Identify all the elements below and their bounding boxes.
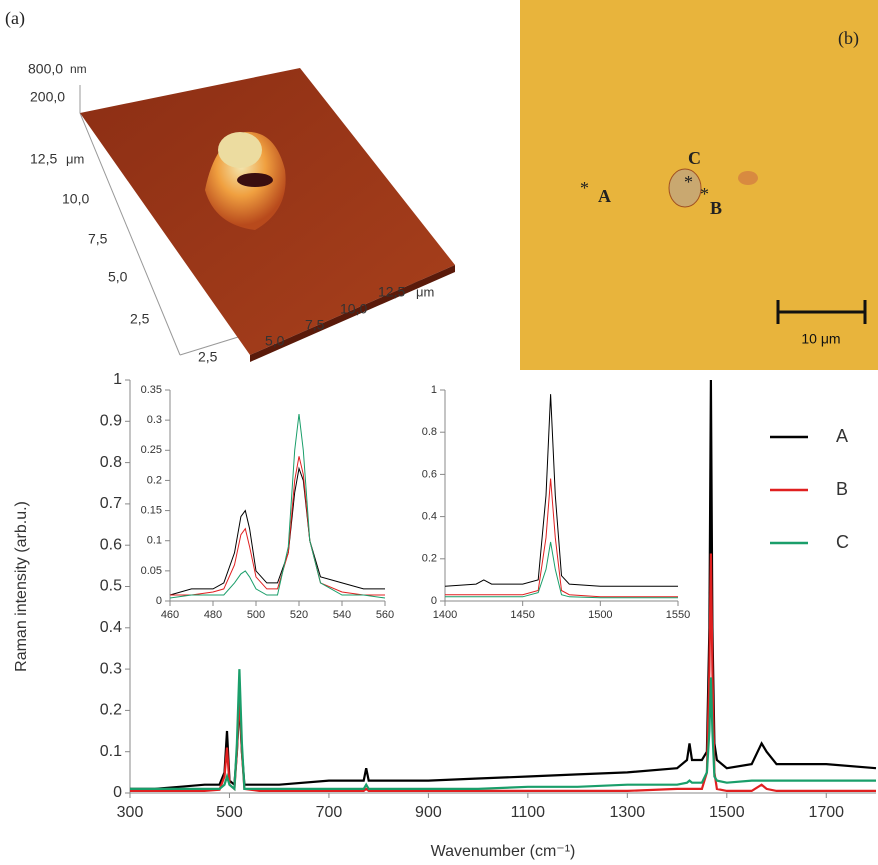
optical-panel: (b) * A C * * B 10 μm <box>520 0 878 370</box>
y-tick-label: 0.1 <box>100 743 122 760</box>
legend-label: C <box>836 532 849 552</box>
y-tick-label: 0.8 <box>422 426 437 438</box>
y-tick-label: 0.2 <box>422 553 437 565</box>
marker: * <box>684 172 693 192</box>
x-tick-label: 460 <box>161 609 179 621</box>
y-tick-label: 1 <box>113 371 122 388</box>
series-line <box>169 466 385 596</box>
y-tick-label: 0.7 <box>100 495 122 512</box>
panel-label: (b) <box>838 28 859 49</box>
x-tick-label: 540 <box>333 609 351 621</box>
y-tick-label: 0.9 <box>100 413 122 430</box>
y-tick-label: 0.3 <box>147 414 162 426</box>
afm-edge <box>250 265 455 362</box>
series-line <box>169 414 386 599</box>
x-tick-label: 1450 <box>510 609 534 621</box>
y-tick: 7,5 <box>88 231 108 247</box>
series-line <box>130 669 876 792</box>
y-tick-label: 0.4 <box>422 511 437 523</box>
x-tick-label: 500 <box>216 804 243 821</box>
legend-label: A <box>836 426 848 446</box>
scale-label: 10 μm <box>801 331 840 347</box>
marker: * <box>700 184 709 204</box>
y-axis-label: Raman intensity (arb.u.) <box>13 501 30 672</box>
x-tick-label: 1400 <box>433 609 457 621</box>
x-tick: 5,0 <box>265 333 285 349</box>
point-label: C <box>688 148 701 168</box>
x-tick: 10,0 <box>340 301 367 317</box>
x-tick-label: 1500 <box>588 609 612 621</box>
y-tick-label: 0.6 <box>100 536 122 553</box>
x-tick-label: 700 <box>316 804 343 821</box>
x-axis-label: Wavenumber (cm⁻¹) <box>431 843 576 860</box>
marker: * <box>580 178 589 198</box>
afm-feature-top <box>218 132 262 168</box>
y-tick-label: 0 <box>113 784 122 801</box>
y-tick-label: 0.6 <box>422 468 437 480</box>
afm-panel: (a) 800,0 nm 200,0 12,5 μm 10,0 7,5 5,0 … <box>5 8 456 365</box>
x-tick-label: 480 <box>204 609 222 621</box>
x-tick-label: 560 <box>376 609 394 621</box>
x-tick-label: 300 <box>117 804 144 821</box>
series-line <box>445 478 678 598</box>
afm-pit <box>237 173 273 187</box>
particle <box>738 171 758 185</box>
series-line <box>445 541 678 599</box>
y-tick: 5,0 <box>108 269 128 285</box>
x-tick: 12,5 <box>378 284 405 300</box>
particle <box>668 168 702 208</box>
y-tick: 12,5 <box>30 151 57 167</box>
y-tick-label: 0 <box>156 595 162 607</box>
y-tick-label: 0.4 <box>100 619 122 636</box>
series-line <box>444 394 678 587</box>
y-tick-label: 0.2 <box>100 702 122 719</box>
panel-label: (a) <box>5 8 25 29</box>
y-tick: 2,5 <box>130 311 150 327</box>
x-tick-label: 1100 <box>511 804 546 821</box>
y-unit: μm <box>66 151 84 166</box>
y-tick-label: 0.35 <box>141 384 162 396</box>
inset-background <box>445 390 678 601</box>
inset-background <box>170 390 385 601</box>
x-tick: 7,5 <box>305 317 325 333</box>
legend-label: B <box>836 479 848 499</box>
x-tick-label: 1500 <box>709 804 745 821</box>
y-tick-label: 0.8 <box>100 454 122 471</box>
z-tick: 800,0 <box>28 61 63 77</box>
y-tick-label: 1 <box>431 384 437 396</box>
x-tick-label: 1700 <box>808 804 844 821</box>
z-tick: 200,0 <box>30 89 65 105</box>
x-tick-label: 1300 <box>610 804 646 821</box>
y-tick-label: 0.25 <box>141 444 162 456</box>
y-tick-label: 0 <box>431 595 437 607</box>
x-tick-label: 1550 <box>666 609 690 621</box>
x-tick-label: 500 <box>247 609 265 621</box>
z-unit: nm <box>70 62 87 76</box>
x-unit: μm <box>416 284 434 299</box>
y-tick-label: 0.05 <box>141 565 162 577</box>
point-label: A <box>598 186 611 206</box>
x-tick-label: 520 <box>290 609 308 621</box>
y-tick-label: 0.3 <box>100 660 122 677</box>
y-tick-label: 0.2 <box>147 474 162 486</box>
x-tick: 2,5 <box>198 349 218 365</box>
x-tick-label: 900 <box>415 804 442 821</box>
y-tick-label: 0.1 <box>147 535 162 547</box>
point-label: B <box>710 198 722 218</box>
y-tick-label: 0.5 <box>100 578 122 595</box>
y-tick: 10,0 <box>62 191 89 207</box>
y-tick-label: 0.15 <box>141 504 162 516</box>
